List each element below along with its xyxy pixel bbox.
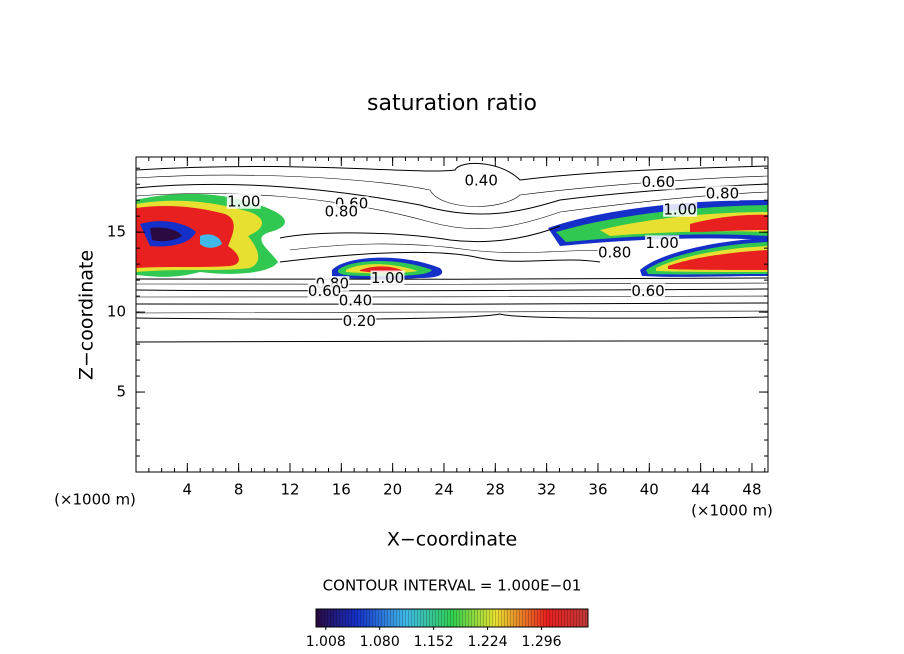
y-tick-label: 15 (107, 223, 126, 241)
x-tick-label: 20 (383, 481, 402, 499)
plot-frame (135, 156, 769, 473)
x-tick-label: 44 (691, 481, 710, 499)
contour-line (279, 225, 561, 243)
x-tick-label: 40 (640, 481, 659, 499)
contour-label-bg (226, 193, 261, 209)
contour-label-bg (307, 283, 342, 299)
contour-label-bg (370, 270, 405, 286)
field (136, 162, 768, 343)
field-region (668, 250, 768, 270)
field-region (200, 234, 222, 248)
x-tick-label: 4 (183, 481, 193, 499)
colorbar-frame (315, 608, 589, 628)
colorbar-tick-label: 1.008 (306, 634, 346, 650)
y-axis-label: Z−coordinate (76, 250, 98, 380)
colorbar-tick-label: 1.152 (414, 634, 454, 650)
contour-label-bg (338, 292, 373, 308)
contour-label-bg (342, 313, 377, 329)
contour-label: 0.80 (706, 184, 739, 202)
contour-label-bg (641, 174, 676, 190)
x-unit-label: (×1000 m) (691, 502, 773, 520)
contour-label: 0.40 (464, 171, 497, 189)
contour-label-bg (645, 235, 680, 251)
contour-label: 0.40 (339, 291, 372, 309)
contour-line (136, 313, 768, 320)
contour-label: 1.00 (227, 192, 260, 210)
contour-interval: CONTOUR INTERVAL = 1.000E−01 (323, 577, 582, 595)
colorbar-tick-label: 1.296 (521, 634, 561, 650)
colorbar-tick-label: 1.080 (360, 634, 400, 650)
x-tick-label: 36 (588, 481, 607, 499)
contour-label: 0.60 (308, 282, 341, 300)
contour-label: 0.20 (343, 312, 376, 330)
contour-line (279, 251, 601, 263)
field-region (150, 227, 182, 242)
contour-label: 1.00 (371, 269, 404, 287)
contour-label: 0.60 (631, 282, 664, 300)
y-tick-label: 10 (107, 303, 126, 321)
x-axis-label: X−coordinate (387, 529, 517, 551)
contour-line (289, 243, 611, 253)
contour-line (136, 183, 768, 215)
contour-label: 0.80 (598, 243, 631, 261)
y-unit-label: (×1000 m) (54, 491, 136, 509)
contour-line (136, 310, 768, 314)
contour-label-bg (663, 201, 698, 217)
colorbar-tick-label: 1.224 (468, 634, 508, 650)
field-region (690, 214, 768, 232)
contour-line (136, 295, 768, 298)
contour-line (136, 162, 768, 181)
contour-line (136, 340, 768, 343)
contour-label: 0.80 (325, 203, 358, 221)
x-tick-label: 48 (742, 481, 761, 499)
contour-label-bg (631, 283, 666, 299)
contour-label: 0.60 (642, 173, 675, 191)
contour-line (136, 282, 768, 285)
x-tick-label: 16 (332, 481, 351, 499)
x-tick-label: 32 (537, 481, 556, 499)
contour-line (136, 191, 768, 230)
x-tick-label: 24 (434, 481, 453, 499)
contour-label-bg (597, 244, 632, 260)
x-tick-label: 8 (234, 481, 244, 499)
contour-line (136, 302, 768, 305)
colorbar-texture (316, 609, 588, 627)
contour-label: 1.00 (663, 200, 696, 218)
x-tick-label: 12 (280, 481, 299, 499)
y-tick-label: 5 (116, 383, 126, 401)
contour-label-bg (464, 172, 499, 188)
contour-label-bg (324, 204, 359, 220)
chart-title: saturation ratio (367, 91, 537, 116)
contour-label-bg (705, 185, 740, 201)
x-tick-label: 28 (486, 481, 505, 499)
contour-line (136, 288, 768, 292)
contour-line (136, 277, 768, 280)
contour-label: 1.00 (645, 234, 678, 252)
